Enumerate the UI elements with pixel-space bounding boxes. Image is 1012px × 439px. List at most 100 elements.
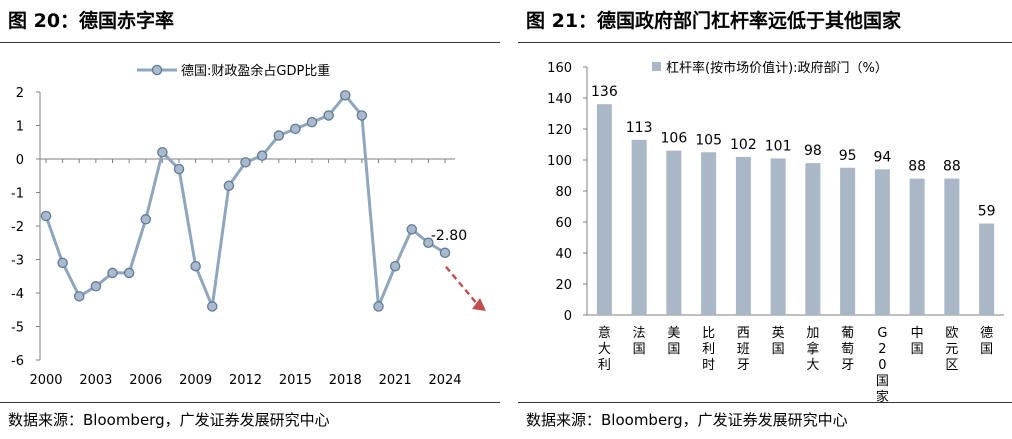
bar-value-label: 88 [908, 159, 926, 175]
x-category-label: 英国 [772, 326, 785, 357]
y-tick-label: 0 [16, 153, 24, 168]
leverage-bar-chart: 0 20 40 60 80 100 120 140 160 136 意大利 113 法国 106 美国 105… [547, 60, 1004, 405]
data-point [323, 110, 334, 121]
figure-20-panel: 图 20：德国赤字率 -6 -5 -4 -3 -2 -1 0 1 2 2000 2003 2006 20… [0, 0, 500, 439]
x-category-label: 葡萄牙 [841, 326, 854, 373]
x-category-label: G 2 0 国家 [876, 326, 889, 405]
bar [666, 150, 682, 315]
bar-value-label: 101 [765, 138, 792, 154]
data-point [140, 214, 151, 225]
bar-value-label: 105 [695, 132, 722, 148]
data-point [373, 301, 384, 312]
data-point [90, 281, 102, 292]
legend-swatch [652, 62, 661, 71]
bar-value-label: 136 [591, 84, 618, 100]
x-category-label: 西班牙 [737, 326, 750, 373]
y-tick-label: 1 [16, 120, 24, 135]
figure-20-bottom-rule [0, 402, 500, 403]
data-point [290, 123, 301, 135]
x-category-label: 比利时 [702, 326, 715, 373]
y-tick-label: -5 [11, 321, 24, 336]
bar [631, 139, 647, 315]
data-point [240, 157, 251, 168]
x-tick-label: 2000 [29, 373, 62, 388]
y-tick-label: 140 [547, 92, 572, 107]
x-tick-label: 2024 [428, 373, 461, 388]
y-tick-label: -1 [11, 187, 24, 202]
x-tick-label: 2003 [79, 373, 112, 388]
data-point [356, 110, 368, 121]
data-point [256, 150, 268, 161]
y-tick-label: -4 [11, 287, 24, 302]
bar [874, 169, 890, 315]
figure-21-bottom-rule [518, 402, 1012, 403]
bar [770, 158, 786, 315]
data-point [439, 247, 451, 259]
y-tick-label: 20 [555, 278, 572, 293]
data-point [74, 291, 85, 302]
bar-value-label: 113 [626, 120, 653, 136]
bar-value-label: 106 [661, 131, 688, 147]
legend-swatch-marker [151, 64, 163, 76]
figure-21-top-rule [518, 42, 1012, 43]
deficit-series-line [44, 93, 446, 308]
x-category-label: 中国 [911, 326, 924, 357]
bar [979, 223, 995, 315]
data-point [157, 147, 168, 158]
bar-value-label: 94 [873, 149, 891, 165]
x-tick-label: 2006 [129, 373, 162, 388]
data-point [273, 130, 284, 141]
figure-20-top-rule [0, 42, 500, 43]
bar-value-label: 98 [804, 143, 822, 159]
x-category-label: 意大利 [598, 325, 611, 373]
data-point [206, 301, 218, 312]
y-tick-label: 60 [555, 216, 572, 231]
legend-label: 德国:财政盈余占GDP比重 [181, 63, 330, 79]
bar [944, 178, 960, 315]
x-category-label: 德国 [980, 326, 993, 357]
bar [805, 163, 821, 315]
x-tick-label: 2021 [379, 373, 412, 388]
bar [840, 167, 856, 315]
data-point [389, 260, 401, 272]
bar-value-label: 95 [839, 148, 857, 164]
figure-21-source: 数据来源：Bloomberg，广发证券发展研究中心 [526, 411, 848, 429]
data-point [406, 224, 417, 235]
y-tick-label: -2 [11, 220, 24, 235]
x-tick-label: 2015 [279, 373, 312, 388]
deficit-line-chart: -6 -5 -4 -3 -2 -1 0 1 2 2000 2003 2006 2009 2012 2015 2… [11, 63, 486, 388]
bar-value-label: 88 [943, 159, 961, 175]
x-tick-label: 2009 [179, 373, 212, 388]
data-point [107, 267, 118, 279]
last-value-annotation: -2.80 [431, 228, 467, 244]
figure-21-title: 图 21：德国政府部门杠杆率远低于其他国家 [526, 10, 902, 32]
x-tick-label: 2018 [329, 373, 362, 388]
data-point [173, 163, 185, 175]
x-category-label: 欧元区 [945, 326, 958, 373]
y-tick-label: 80 [555, 185, 572, 200]
y-tick-label: 2 [16, 86, 24, 101]
legend-label: 杠杆率(按市场价值计):政府部门（%） [666, 60, 888, 76]
data-point [306, 116, 318, 128]
x-tick-label: 2012 [229, 373, 262, 388]
data-point [339, 90, 351, 101]
bar-value-label: 102 [730, 137, 757, 153]
x-category-label: 法国 [633, 326, 646, 357]
figure-21-panel: 图 21：德国政府部门杠杆率远低于其他国家 0 20 40 60 80 100 120 140… [518, 0, 1012, 439]
bar-value-label: 59 [978, 204, 996, 220]
data-point [423, 237, 434, 248]
x-category-label: 美国 [667, 326, 680, 357]
data-point [40, 210, 52, 222]
bar [596, 104, 612, 315]
data-point [223, 180, 235, 192]
y-tick-label: 0 [564, 309, 572, 324]
bar [701, 152, 717, 315]
x-category-label: 加拿大 [806, 326, 819, 373]
y-tick-label: 120 [547, 123, 572, 138]
bar [909, 178, 925, 315]
y-tick-label: 160 [547, 61, 572, 76]
y-tick-label: 100 [547, 154, 572, 169]
trend-arrow-head [472, 298, 486, 311]
data-point [123, 267, 135, 279]
bar [735, 156, 751, 315]
